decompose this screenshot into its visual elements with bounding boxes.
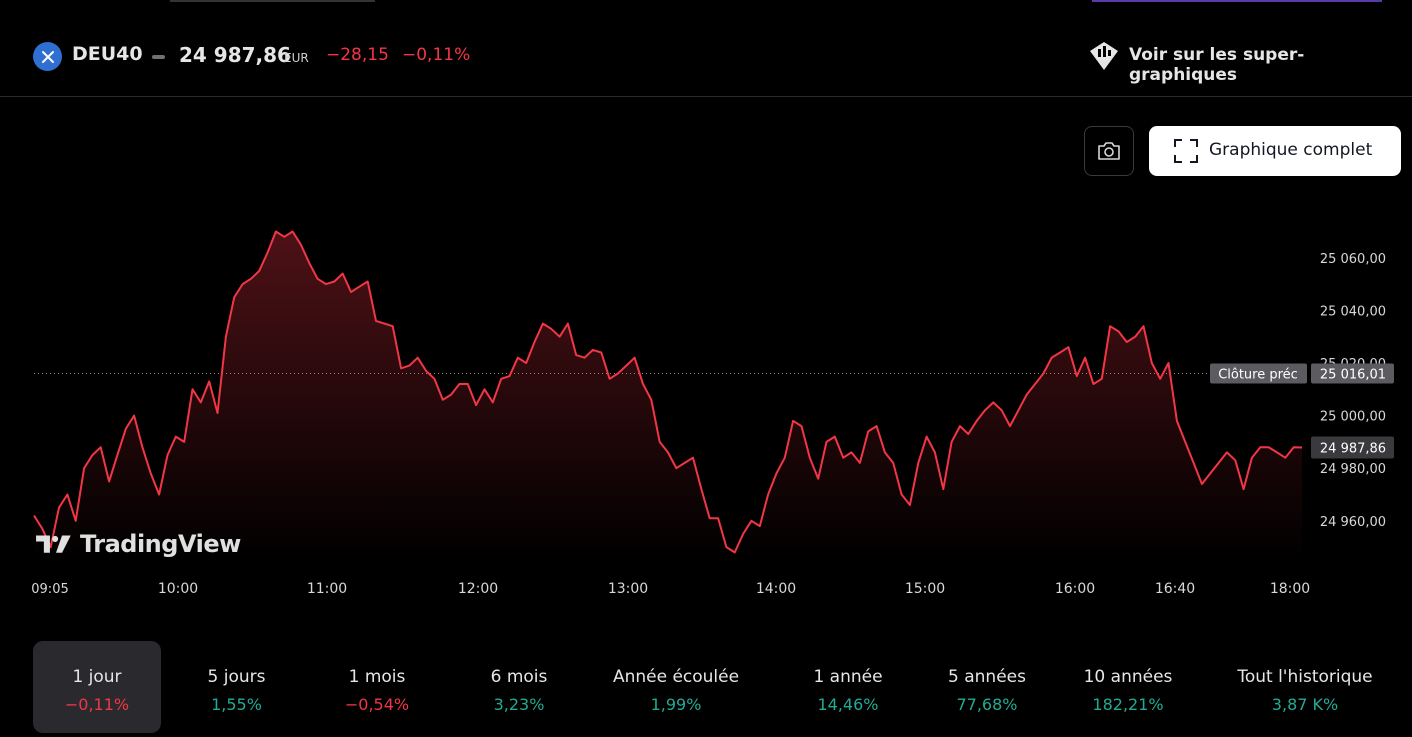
- period-change: 3,23%: [493, 694, 545, 714]
- x-axis-tick-label: 11:00: [307, 581, 347, 597]
- camera-icon: [1098, 142, 1120, 160]
- symbol-header: DEU40 24 987,86 EUR −28,15 −0,11% Voir s…: [0, 0, 1412, 97]
- x-axis-tick-label: 16:00: [1055, 581, 1095, 597]
- x-axis-tick-label: 12:00: [458, 581, 498, 597]
- period-button[interactable]: Tout l'historique 3,87 K%: [1221, 641, 1389, 733]
- period-button[interactable]: 1 mois −0,54%: [323, 641, 431, 733]
- period-change: 1,99%: [650, 694, 702, 714]
- period-button[interactable]: 1 année 14,46%: [795, 641, 901, 733]
- period-label: 10 années: [1083, 666, 1173, 687]
- x-axis-tick-label: 09:05: [31, 582, 68, 597]
- period-label: 5 jours: [207, 666, 266, 687]
- period-label: Tout l'historique: [1237, 666, 1373, 687]
- y-axis-tick-label: 25 060,00: [1320, 252, 1386, 267]
- y-axis-tick-label: 25 000,00: [1320, 410, 1386, 425]
- period-change: −0,11%: [64, 694, 130, 714]
- period-button[interactable]: Année écoulée 1,99%: [595, 641, 757, 733]
- period-change: 182,21%: [1092, 694, 1164, 714]
- full-chart-button[interactable]: Graphique complet: [1149, 126, 1401, 176]
- prev-close-value: 25 016,01: [1320, 367, 1386, 382]
- price-line: [33, 230, 1303, 554]
- period-selector: 1 jour −0,11% 5 jours 1,55% 1 mois −0,54% 6 mo…: [33, 641, 1401, 733]
- period-change: 1,55%: [211, 694, 262, 714]
- period-change: 14,46%: [817, 694, 879, 714]
- x-axis-tick-label: 18:00: [1270, 581, 1310, 597]
- super-charts-link[interactable]: Voir sur les super-graphiques: [1129, 45, 1305, 85]
- period-label: 1 année: [813, 666, 883, 687]
- last-price-tag: [1311, 436, 1394, 459]
- period-change: 77,68%: [956, 694, 1018, 714]
- y-axis-tick-label: 24 960,00: [1320, 515, 1386, 530]
- x-axis-tick-label: 16:40: [1155, 581, 1195, 597]
- last-price: 24 987,86: [179, 43, 291, 67]
- x-axis-tick-label: 10:00: [158, 581, 198, 597]
- period-button[interactable]: 6 mois 3,23%: [465, 641, 573, 733]
- period-button[interactable]: 5 jours 1,55%: [183, 641, 290, 733]
- fullscreen-icon: [1174, 139, 1198, 163]
- y-axis-tick-label: 24 980,00: [1320, 462, 1386, 477]
- symbol-logo-icon: [33, 42, 62, 71]
- period-label: 5 années: [948, 666, 1026, 687]
- super-charts-icon[interactable]: [1087, 40, 1121, 72]
- period-label: 1 jour: [72, 666, 122, 687]
- price-change: −28,15: [326, 45, 389, 65]
- price-change-percent: −0,11%: [402, 45, 471, 65]
- tradingview-logo-icon: [36, 535, 71, 553]
- prev-close-value-tag: [1311, 363, 1394, 384]
- x-axis-tick-label: 14:00: [756, 581, 796, 597]
- x-axis-tick-label: 15:00: [905, 581, 945, 597]
- period-change: 3,87 K%: [1271, 694, 1339, 714]
- prev-close-label: Clôture préc: [1218, 367, 1298, 382]
- period-button[interactable]: 1 jour −0,11%: [33, 641, 161, 733]
- snapshot-button[interactable]: [1084, 126, 1134, 176]
- period-button[interactable]: 5 années 77,68%: [923, 641, 1051, 733]
- top-cut-element: [170, 0, 375, 2]
- tradingview-watermark: TradingView: [80, 530, 241, 558]
- x-axis-tick-label: 13:00: [608, 581, 648, 597]
- last-price-value: 24 987,86: [1320, 442, 1386, 457]
- top-cut-element: [1092, 0, 1382, 2]
- period-label: 6 mois: [490, 666, 548, 687]
- market-status-icon: [152, 55, 165, 59]
- period-label: 1 mois: [348, 666, 406, 687]
- price-area-fill: [34, 231, 1302, 560]
- prev-close-tag: [1210, 363, 1307, 384]
- period-change: −0,54%: [344, 694, 410, 714]
- period-button[interactable]: 10 années 182,21%: [1059, 641, 1197, 733]
- y-axis-tick-label: 25 040,00: [1320, 304, 1386, 319]
- full-chart-label: Graphique complet: [1209, 140, 1373, 160]
- symbol-name[interactable]: DEU40: [72, 43, 143, 65]
- currency: EUR: [284, 51, 309, 65]
- period-label: Année écoulée: [612, 666, 740, 687]
